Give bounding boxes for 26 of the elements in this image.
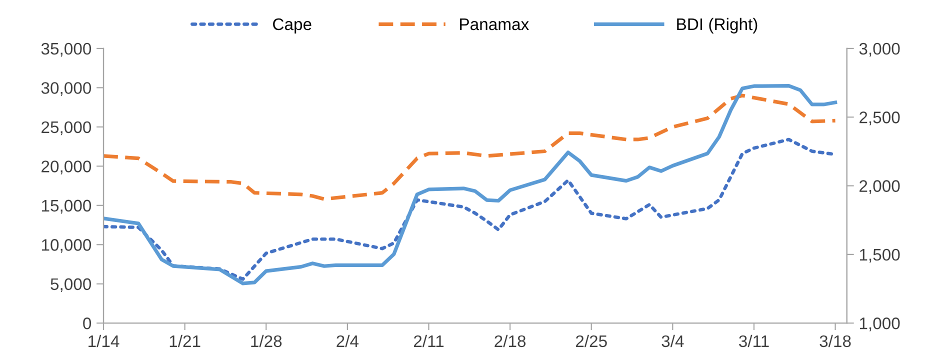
x-tick-label: 2/4 xyxy=(336,334,359,348)
x-tick-label: 3/18 xyxy=(820,334,851,348)
y-tick-label: 0 xyxy=(83,318,92,330)
x-tick-label: 3/4 xyxy=(662,334,684,348)
x-tick-label: 2/25 xyxy=(576,334,607,348)
x-tick-label: 1/14 xyxy=(88,334,120,348)
y2-tick-label: 3,000 xyxy=(859,42,900,57)
y-tick-label: 15,000 xyxy=(42,200,92,214)
y2-tick-label: 2,500 xyxy=(860,112,900,126)
y-tick-label: 35,000 xyxy=(41,42,92,57)
legend-label: Panamax xyxy=(460,18,529,30)
legend-label: Cape xyxy=(273,18,312,34)
legend-label: BDI (Right) xyxy=(677,18,758,34)
y2-tick-label: 2,000 xyxy=(860,180,900,194)
x-tick-label: 2/18 xyxy=(494,334,526,348)
y-tick-label: 25,000 xyxy=(42,121,92,136)
y-tick-label: 5,000 xyxy=(50,278,92,292)
y-tick-label: 20,000 xyxy=(42,160,92,174)
x-tick-label: 1/28 xyxy=(251,334,282,348)
x-tick-label: 2/11 xyxy=(414,334,444,348)
y-tick-label: 30,000 xyxy=(41,82,92,96)
y2-tick-label: 1,000 xyxy=(860,318,900,332)
x-tick-label: 1/21 xyxy=(170,334,200,348)
y2-tick-label: 1,500 xyxy=(860,248,900,263)
x-tick-label: 3/11 xyxy=(739,334,769,348)
y-tick-label: 10,000 xyxy=(42,239,92,253)
